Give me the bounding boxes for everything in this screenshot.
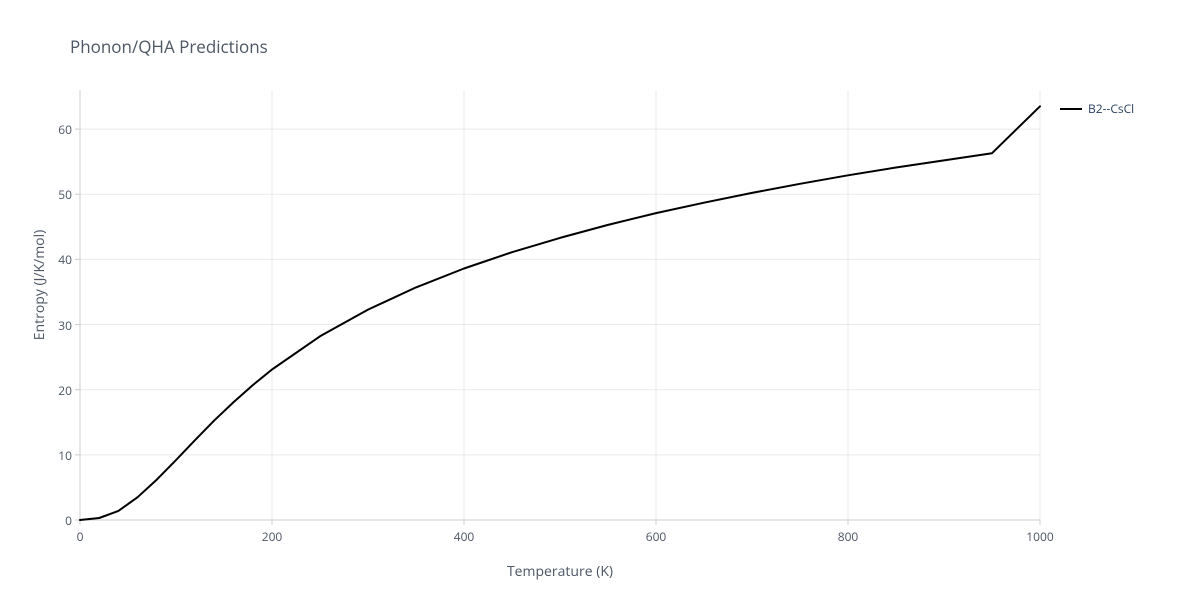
x-tick-label: 1000 — [1025, 528, 1055, 545]
legend-swatch-icon — [1060, 108, 1082, 110]
y-tick-label: 50 — [58, 186, 72, 203]
x-tick-label: 0 — [65, 528, 95, 545]
chart-container: Phonon/QHA Predictions Temperature (K) E… — [0, 0, 1200, 600]
y-axis-label: Entropy (J/K/mol) — [30, 215, 49, 355]
y-tick-label: 20 — [58, 382, 72, 399]
legend-label: B2--CsCl — [1088, 100, 1134, 117]
x-tick-label: 600 — [641, 528, 671, 545]
plot-area — [0, 0, 1200, 600]
y-tick-label: 40 — [58, 251, 72, 268]
x-tick-label: 400 — [449, 528, 479, 545]
y-tick-label: 10 — [58, 447, 72, 464]
x-tick-label: 800 — [833, 528, 863, 545]
y-tick-label: 30 — [58, 317, 72, 334]
y-tick-label: 0 — [65, 512, 72, 529]
x-tick-label: 200 — [257, 528, 287, 545]
x-axis-label: Temperature (K) — [500, 562, 620, 581]
legend: B2--CsCl — [1060, 100, 1134, 117]
y-tick-label: 60 — [58, 121, 72, 138]
